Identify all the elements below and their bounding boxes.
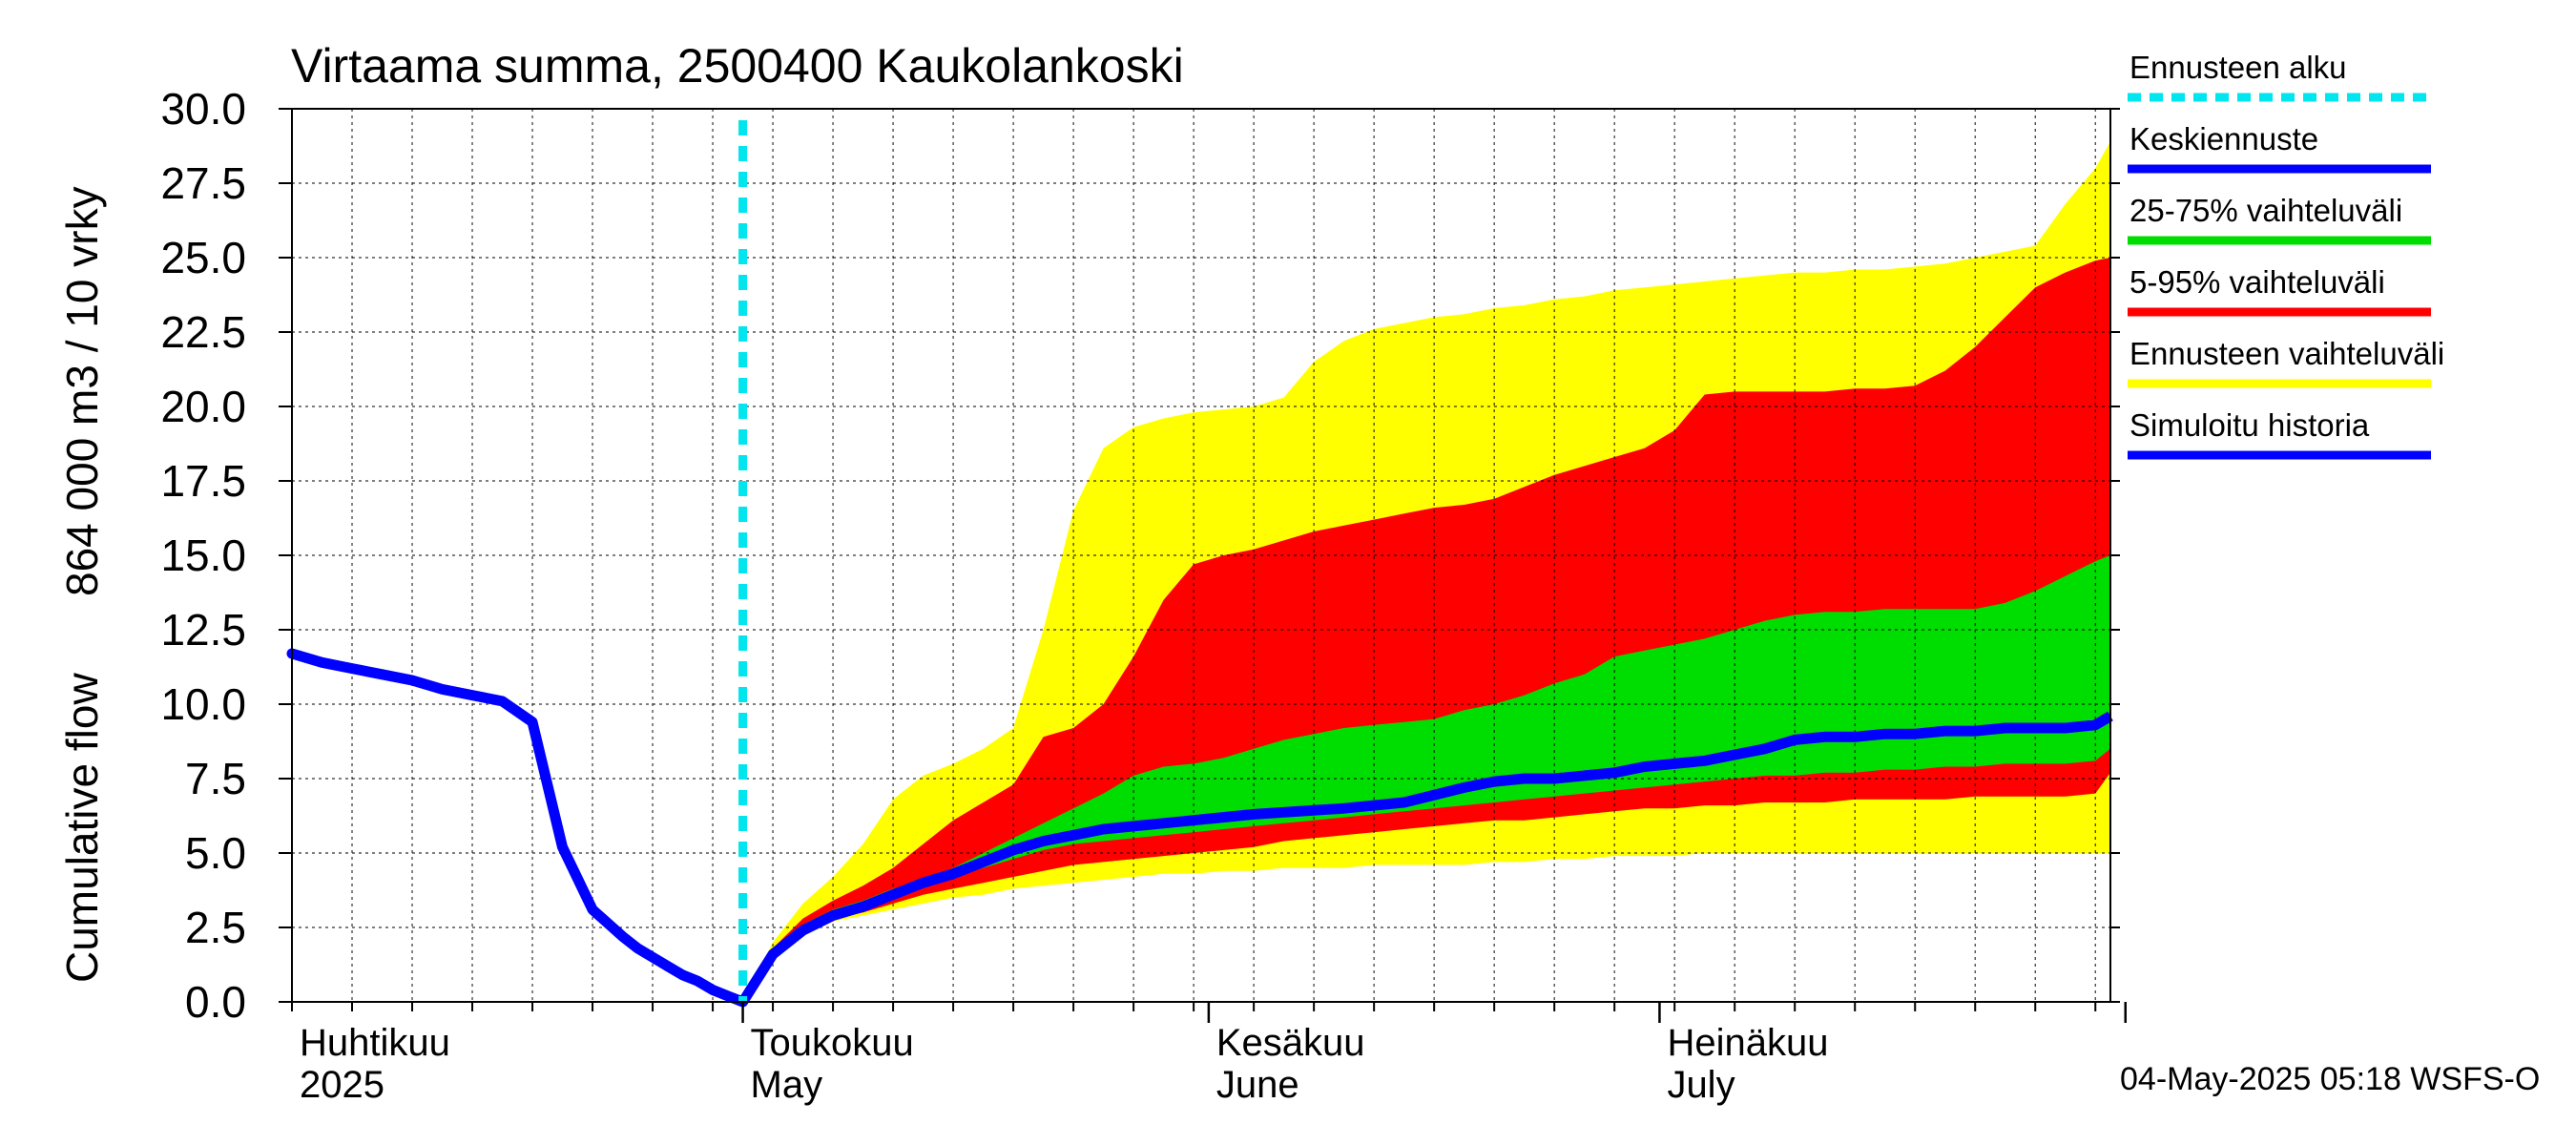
x-month-label-en: June bbox=[1216, 1064, 1299, 1106]
y-tick-label: 10.0 bbox=[160, 679, 246, 729]
legend: Ennusteen alku Keskiennuste 25-75% vaihtel… bbox=[2128, 50, 2444, 460]
y-tick-label: 2.5 bbox=[185, 903, 246, 952]
plot-area: 0.0 2.5 5.0 7.5 10.0 12.5 15.0 17.5 20.0 22.5 25.0… bbox=[160, 84, 2128, 1106]
x-month-label-fi: Kesäkuu bbox=[1216, 1022, 1365, 1064]
legend-label: Keskiennuste bbox=[2129, 121, 2318, 156]
x-month-label-en: May bbox=[751, 1064, 823, 1106]
y-tick-label: 30.0 bbox=[160, 84, 246, 134]
legend-label: 5-95% vaihteluväli bbox=[2129, 264, 2385, 300]
y-tick-label: 25.0 bbox=[160, 233, 246, 282]
legend-label: 25-75% vaihteluväli bbox=[2129, 193, 2402, 228]
y-axis-label-bottom: Cumulative flow bbox=[57, 673, 107, 983]
x-month-label-en: 2025 bbox=[300, 1064, 384, 1106]
legend-label: Ennusteen vaihteluväli bbox=[2129, 336, 2444, 371]
series-median-forecast bbox=[737, 711, 2113, 1005]
band-25-75 bbox=[742, 555, 2110, 1002]
y-tick-label: 22.5 bbox=[160, 307, 246, 357]
x-month-label-fi: Heinäkuu bbox=[1667, 1022, 1828, 1064]
x-month-label-fi: Huhtikuu bbox=[300, 1022, 450, 1064]
legend-label: Simuloitu historia bbox=[2129, 407, 2370, 443]
x-month-label-en: July bbox=[1667, 1064, 1735, 1106]
y-tick-label: 20.0 bbox=[160, 382, 246, 431]
y-tick-label: 17.5 bbox=[160, 456, 246, 506]
legend-label: Ennusteen alku bbox=[2129, 50, 2347, 85]
x-month-label-fi: Toukokuu bbox=[751, 1022, 914, 1064]
series-simulated-history bbox=[286, 648, 749, 1008]
y-tick-label: 5.0 bbox=[185, 828, 246, 878]
y-axis-label-top: 864 000 m3 / 10 vrky bbox=[57, 186, 107, 596]
y-tick-label: 0.0 bbox=[185, 977, 246, 1027]
y-tick-label: 15.0 bbox=[160, 531, 246, 580]
timestamp-footer: 04-May-2025 05:18 WSFS-O bbox=[2120, 1061, 2540, 1097]
y-tick-label: 7.5 bbox=[185, 754, 246, 803]
y-tick-label: 12.5 bbox=[160, 605, 246, 655]
chart-title: Virtaama summa, 2500400 Kaukolankoski bbox=[291, 39, 1184, 93]
y-tick-label: 27.5 bbox=[160, 158, 246, 208]
